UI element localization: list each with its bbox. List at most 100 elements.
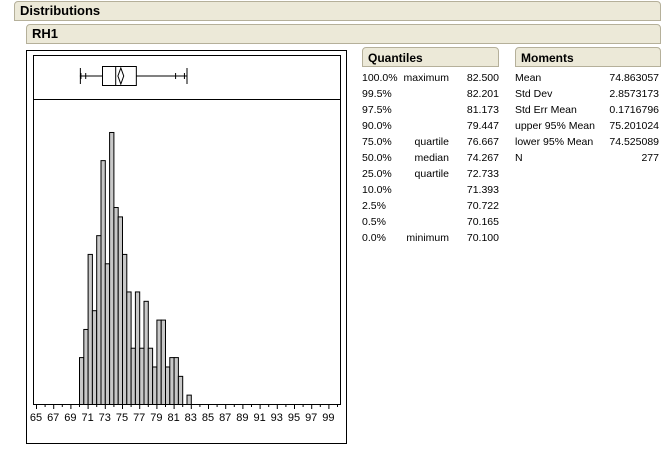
quantile-value: 76.667	[466, 136, 499, 148]
moment-row: N 277	[515, 150, 659, 166]
quantile-row: 25.0% quartile 72.733	[362, 166, 499, 182]
axis-tick-label: 83	[185, 412, 197, 424]
histogram-bar	[117, 216, 123, 405]
histogram-bar	[156, 319, 162, 405]
quantile-percent: 90.0%	[362, 120, 392, 132]
axis-tick-label: 97	[305, 412, 317, 424]
axis-tick-label: 75	[116, 412, 128, 424]
moment-label: Mean	[515, 72, 542, 84]
quantile-value: 82.500	[466, 72, 499, 84]
histogram-bar	[109, 131, 115, 405]
axis-tick-label: 95	[288, 412, 300, 424]
axis-tick-label: 89	[236, 412, 248, 424]
histogram-bar	[147, 347, 154, 405]
rh1-outline-header[interactable]: RH1	[26, 24, 661, 44]
quantile-row: 90.0% 79.447	[362, 118, 499, 134]
quantile-percent: 0.5%	[362, 216, 386, 228]
boxplot-box	[102, 66, 137, 86]
quantile-percent: 2.5%	[362, 200, 386, 212]
quantile-value: 70.100	[466, 232, 499, 244]
quantile-row: 0.0% minimum 70.100	[362, 230, 499, 246]
histogram-bar	[87, 253, 93, 405]
quantile-row: 100.0% maximum 82.500	[362, 70, 499, 86]
quantile-label: maximum	[403, 72, 449, 84]
quantile-percent: 99.5%	[362, 88, 392, 100]
histogram-bar	[83, 328, 89, 405]
quantile-row: 99.5% 82.201	[362, 86, 499, 102]
moment-label: Std Dev	[515, 88, 553, 100]
histogram-bar	[91, 310, 98, 406]
moment-value: 0.1716796	[609, 104, 659, 116]
moments-header[interactable]: Moments	[515, 47, 661, 67]
moment-label: N	[515, 152, 523, 164]
histogram-bar	[152, 366, 158, 406]
quantile-percent: 50.0%	[362, 152, 392, 164]
moment-value: 2.8573173	[609, 88, 659, 100]
axis-tick-label: 79	[150, 412, 162, 424]
moment-row: Std Err Mean 0.1716796	[515, 102, 659, 118]
histogram-bar	[134, 291, 141, 405]
quantile-percent: 0.0%	[362, 232, 386, 244]
moment-value: 74.525089	[609, 136, 659, 148]
histogram-bar	[143, 300, 149, 406]
axis-tick-label: 67	[47, 412, 59, 424]
moment-label: Std Err Mean	[515, 104, 577, 116]
quantile-value: 70.722	[466, 200, 499, 212]
axis-tick-label: 65	[30, 412, 42, 424]
histogram-bar	[96, 235, 102, 405]
histogram-bar	[177, 375, 184, 405]
moments-table: Mean 74.863057 Std Dev 2.8573173 Std Err Mea…	[515, 70, 659, 166]
moment-row: Mean 74.863057	[515, 70, 659, 86]
axis-tick-label: 85	[202, 412, 214, 424]
quantile-label: quartile	[414, 168, 449, 180]
quantiles-header[interactable]: Quantiles	[362, 47, 499, 67]
axis-tick-label: 81	[167, 412, 179, 424]
quantile-row: 10.0% 71.393	[362, 182, 499, 198]
histogram-bar	[173, 357, 179, 406]
moment-row: lower 95% Mean 74.525089	[515, 134, 659, 150]
quantile-row: 0.5% 70.165	[362, 214, 499, 230]
mean-diamond	[117, 66, 125, 86]
axis-tick-label: 77	[133, 412, 145, 424]
histogram-bar	[113, 207, 119, 405]
moment-label: lower 95% Mean	[515, 136, 594, 148]
quantiles-table: 100.0% maximum 82.500 99.5% 82.201 97.5% 81.17…	[362, 70, 499, 246]
quantile-label: median	[414, 152, 449, 164]
plot-outer-frame	[26, 50, 347, 444]
histogram-bar	[160, 319, 166, 405]
quantile-row: 97.5% 81.173	[362, 102, 499, 118]
quantile-value: 74.267	[466, 152, 499, 164]
quantile-value: 79.447	[466, 120, 499, 132]
moment-value: 75.201024	[609, 120, 659, 132]
quantile-value: 70.165	[466, 216, 499, 228]
distributions-outline-header[interactable]: Distributions	[14, 1, 661, 21]
quantile-percent: 100.0%	[362, 72, 398, 84]
moment-row: Std Dev 2.8573173	[515, 86, 659, 102]
axis-tick-label: 93	[271, 412, 283, 424]
quantile-row: 75.0% quartile 76.667	[362, 134, 499, 150]
quantile-value: 81.173	[466, 104, 499, 116]
quantile-percent: 97.5%	[362, 104, 392, 116]
quantile-value: 72.733	[466, 168, 499, 180]
histogram-bar	[165, 366, 171, 406]
histogram-bar	[100, 160, 106, 405]
histogram-bar	[139, 347, 145, 405]
axis-tick-label: 73	[99, 412, 111, 424]
histogram-bar	[169, 357, 175, 406]
quantile-percent: 10.0%	[362, 184, 392, 196]
quantile-label: quartile	[414, 136, 449, 148]
quantile-label: minimum	[406, 232, 449, 244]
histogram-bar	[186, 394, 192, 405]
axis-tick-label: 99	[322, 412, 334, 424]
quantile-row: 50.0% median 74.267	[362, 150, 499, 166]
quantile-percent: 75.0%	[362, 136, 392, 148]
axis-tick-label: 71	[81, 412, 93, 424]
quantile-value: 82.201	[466, 88, 499, 100]
axis-tick-label: 91	[253, 412, 265, 424]
histogram-bar	[79, 357, 85, 406]
moment-label: upper 95% Mean	[515, 120, 595, 132]
axis-tick-label: 87	[219, 412, 231, 424]
axis-tick-label: 69	[64, 412, 76, 424]
moment-value: 277	[641, 152, 659, 164]
